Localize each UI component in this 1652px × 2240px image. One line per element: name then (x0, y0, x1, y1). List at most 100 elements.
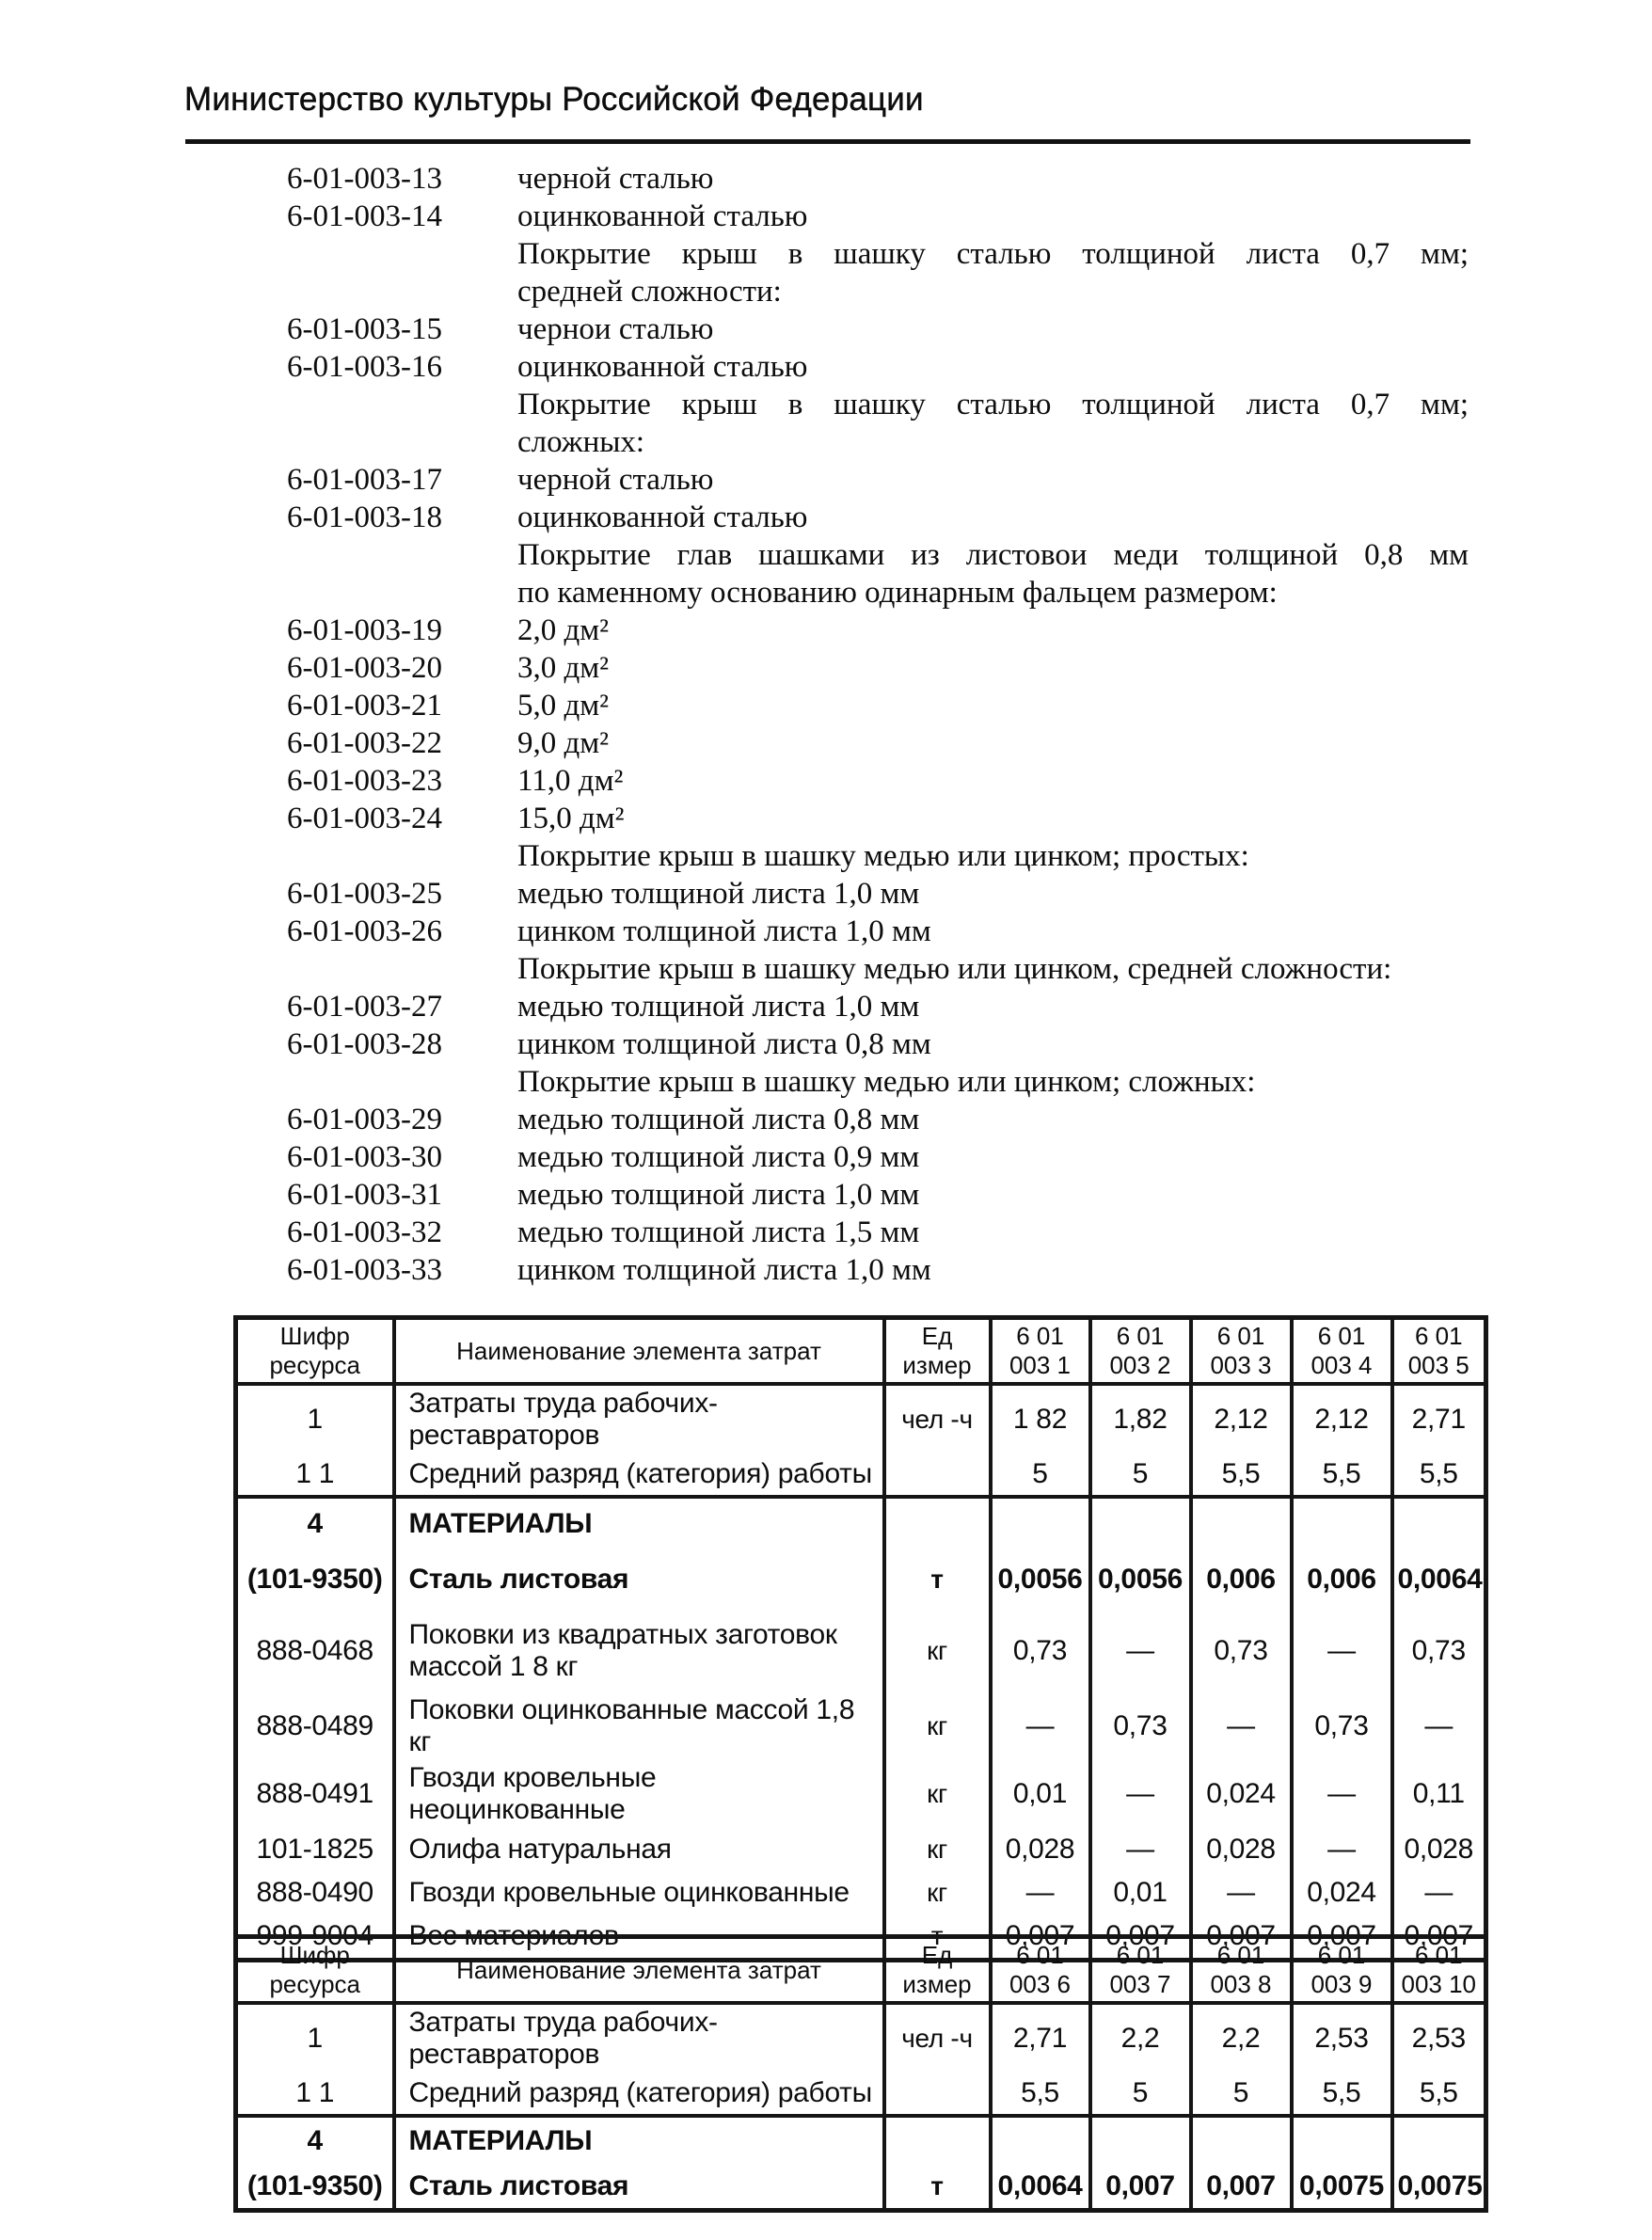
value-cell: 5,5 (1289, 1454, 1394, 1499)
value-cell (1390, 1497, 1488, 1549)
value-cell: 0,0056 (1088, 1549, 1193, 1610)
norm-desc: 15,0 дм² (517, 802, 625, 835)
value-cell: — (1289, 1828, 1394, 1871)
value-cell (1088, 1497, 1193, 1549)
group-heading: Покрытие крыш в шашку сталью толщиной ли… (517, 388, 1469, 421)
cost-name-cell: Гвозди кровельные оцинкованные (391, 1871, 886, 1914)
cost-name-header: Наименование элемента затрат (391, 1317, 886, 1386)
table-row: (101-9350) Сталь листовая т 0,0064 0,007 0,00… (233, 2165, 1488, 2210)
group-heading: средней сложности: (517, 275, 782, 309)
norm-desc: чернои сталью (517, 312, 714, 346)
value-cell: — (988, 1692, 1092, 1760)
norm-column-header: 6 01 003 7 (1088, 1936, 1193, 2005)
value-cell: 0,007 (1088, 2165, 1193, 2210)
table-row: (101-9350) Сталь листовая т 0,0056 0,0056 0,0… (233, 1549, 1488, 1610)
value-cell (1289, 2116, 1394, 2165)
value-cell: 0,024 (1188, 1760, 1294, 1828)
cost-name-cell: Сталь листовая (391, 2165, 886, 2210)
value-cell: 1 82 (988, 1384, 1092, 1454)
norm-item: 6-01-003-24 15,0 дм² (287, 800, 1469, 837)
norm-code: 6-01-003-29 (287, 1103, 442, 1136)
value-cell: 0,028 (1390, 1828, 1488, 1871)
value-cell: 0,007 (1188, 2165, 1294, 2210)
value-cell: 1,82 (1088, 1384, 1193, 1454)
value-cell: — (1289, 1610, 1394, 1692)
unit-cell (882, 2116, 993, 2165)
cost-name-cell: Затраты труда рабочих-реставраторов (391, 1384, 886, 1454)
value-cell: 5,5 (1390, 1454, 1488, 1499)
norm-code: 6-01-003-31 (287, 1178, 442, 1212)
norm-desc: цинком толщиной листа 0,8 мм (517, 1027, 931, 1061)
value-cell: 0,01 (1088, 1871, 1193, 1914)
norm-code: 6-01-003-16 (287, 350, 442, 384)
group-heading: по каменному основанию одинарным фальцем… (517, 576, 1278, 610)
value-cell: 2,53 (1390, 2003, 1488, 2073)
cost-name-cell: Гвозди кровельные неоцинкованные (391, 1760, 886, 1828)
value-cell: 0,028 (988, 1828, 1092, 1871)
value-cell: 0,73 (1289, 1692, 1394, 1760)
norm-item: 6-01-003-19 2,0 дм² (287, 612, 1469, 649)
cost-name-cell: Сталь листовая (391, 1549, 886, 1610)
norm-item: 6-01-003-17 черной сталью (287, 461, 1469, 499)
norm-column-header: 6 01 003 5 (1390, 1317, 1488, 1386)
value-cell (1188, 2116, 1294, 2165)
value-cell: 0,006 (1188, 1549, 1294, 1610)
value-cell: 0,73 (1188, 1610, 1294, 1692)
table-row: 888-0490 Гвозди кровельные оцинкованные кг… (233, 1871, 1488, 1914)
norm-code: 6-01-003-17 (287, 463, 442, 497)
value-cell: 5,5 (1188, 1454, 1294, 1499)
norm-item: 6-01-003-23 11,0 дм² (287, 762, 1469, 800)
unit-cell: кг (882, 1871, 993, 1914)
norm-code: 6-01-003-33 (287, 1253, 442, 1287)
table-row: 1 1 Средний разряд (категория) работы 5 5 5,… (233, 1454, 1488, 1499)
norm-item: 6-01-003-18 оцинкованной сталью (287, 499, 1469, 536)
norm-desc: медью толщиной листа 1,5 мм (517, 1215, 920, 1249)
value-cell: — (1289, 1760, 1394, 1828)
unit-cell: чел -ч (882, 2003, 993, 2073)
norm-column-header: 6 01 003 8 (1188, 1936, 1294, 2005)
value-cell: — (1088, 1828, 1193, 1871)
value-cell: 0,0056 (988, 1549, 1092, 1610)
value-cell: 2,2 (1088, 2003, 1193, 2073)
value-cell: 2,53 (1289, 2003, 1394, 2073)
norm-desc: 2,0 дм² (517, 613, 610, 647)
norm-item: 6-01-003-20 3,0 дм² (287, 649, 1469, 687)
value-cell: 0,006 (1289, 1549, 1394, 1610)
norm-desc: медью толщиной листа 0,9 мм (517, 1140, 920, 1174)
norm-item: 6-01-003-14 оцинкованной сталью (287, 198, 1469, 235)
group-heading: Покрытие крыш в шашку медью или цинком, … (517, 952, 1392, 986)
value-cell (1188, 1497, 1294, 1549)
value-cell: 2,2 (1188, 2003, 1294, 2073)
cost-name-cell: Олифа натуральная (391, 1828, 886, 1871)
table-row: 888-0468 Поковки из квадратных заготовок … (233, 1610, 1488, 1692)
norm-item: 6-01-003-26 цинком толщиной листа 1,0 мм (287, 913, 1469, 950)
norm-item: 6-01-003-29 медью толщиной листа 0,8 мм (287, 1101, 1469, 1138)
resource-code-cell: (101-9350) (233, 2165, 396, 2210)
value-cell: 0,01 (988, 1760, 1092, 1828)
unit-cell (882, 2073, 993, 2118)
value-cell (988, 1497, 1092, 1549)
unit-cell: кг (882, 1760, 993, 1828)
norm-desc: 5,0 дм² (517, 689, 610, 723)
norm-code: 6-01-003-30 (287, 1140, 442, 1174)
table-row: 888-0489 Поковки оцинкованные массой 1,8 … (233, 1692, 1488, 1760)
norm-item: 6-01-003-33 цинком толщиной листа 1,0 мм (287, 1251, 1469, 1289)
value-cell: 5,5 (988, 2073, 1092, 2118)
value-cell: 0,028 (1188, 1828, 1294, 1871)
cost-name-cell: МАТЕРИАЛЫ (391, 2116, 886, 2165)
norm-code: 6-01-003-13 (287, 162, 442, 196)
value-cell: 0,11 (1390, 1760, 1488, 1828)
norm-item: 6-01-003-15 чернои сталью (287, 310, 1469, 348)
norm-desc: 11,0 дм² (517, 764, 624, 798)
norm-code: 6-01-003-14 (287, 199, 442, 233)
norm-desc: медью толщиной листа 0,8 мм (517, 1103, 920, 1136)
resources-table-2: Шифр ресурса Наименование элемента затрат… (233, 1934, 1488, 2213)
value-cell: 0,024 (1289, 1871, 1394, 1914)
norm-item: 6-01-003-28 цинком толщиной листа 0,8 мм (287, 1025, 1469, 1063)
norm-item: 6-01-003-25 медью толщиной листа 1,0 мм (287, 875, 1469, 913)
table-row: 888-0491 Гвозди кровельные неоцинкованные… (233, 1760, 1488, 1828)
value-cell: — (1188, 1692, 1294, 1760)
resource-code-cell: 888-0491 (233, 1760, 396, 1828)
group-heading: Покрытие глав шашками из листовои меди т… (517, 538, 1469, 572)
